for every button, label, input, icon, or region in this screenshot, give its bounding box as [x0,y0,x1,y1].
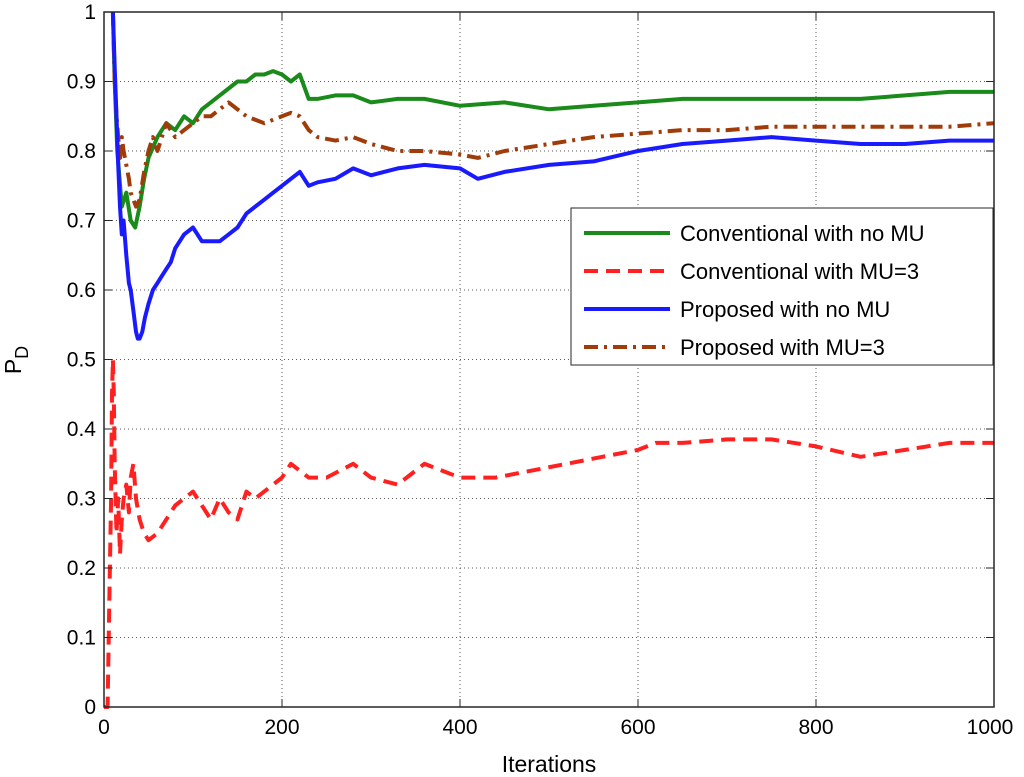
x-tick-label: 400 [442,716,477,739]
y-tick-label: 0.8 [67,140,96,163]
x-tick-label: 1000 [967,716,1014,739]
y-tick-label: 0.6 [67,279,96,302]
x-tick-label: 200 [264,716,299,739]
series-layer [104,11,995,709]
y-tick-label: 0 [84,696,96,719]
y-tick-label: 0.3 [67,488,96,511]
legend-label-1: Conventional with no MU [680,221,925,246]
legend: Conventional with no MU Conventional with… [570,207,994,366]
x-tick-label: 0 [98,716,110,739]
x-tick-label: 800 [798,716,833,739]
y-tick-label: 0.1 [67,627,96,650]
series-line-2 [104,357,994,709]
y-tick-label: 0.7 [67,210,96,233]
legend-label-3: Proposed with no MU [680,297,890,322]
y-axis-title: PD [0,346,32,374]
y-tick-label: 0.2 [67,557,96,580]
legend-label-2: Conventional with MU=3 [680,259,919,284]
x-axis-title: Iterations [502,751,597,777]
y-axis-title-subscript: D [12,346,32,359]
series-line-3 [110,11,994,341]
y-tick-label: 0.5 [67,349,96,372]
y-tick-label: 0.4 [67,418,97,441]
y-axis-title-main: P [0,359,26,374]
grid [104,12,994,707]
y-tick-label: 0.9 [67,71,96,94]
x-tick-label: 600 [620,716,655,739]
tick-labels: 0 200 400 600 800 1000 0 0.1 0.2 0.3 0.4 0.5 0.6 0.7 0… [67,1,1014,739]
y-tick-label: 1 [84,1,96,24]
legend-label-4: Proposed with MU=3 [680,335,885,360]
series-line-1 [110,11,994,230]
svg-text:PD: PD [0,346,32,374]
